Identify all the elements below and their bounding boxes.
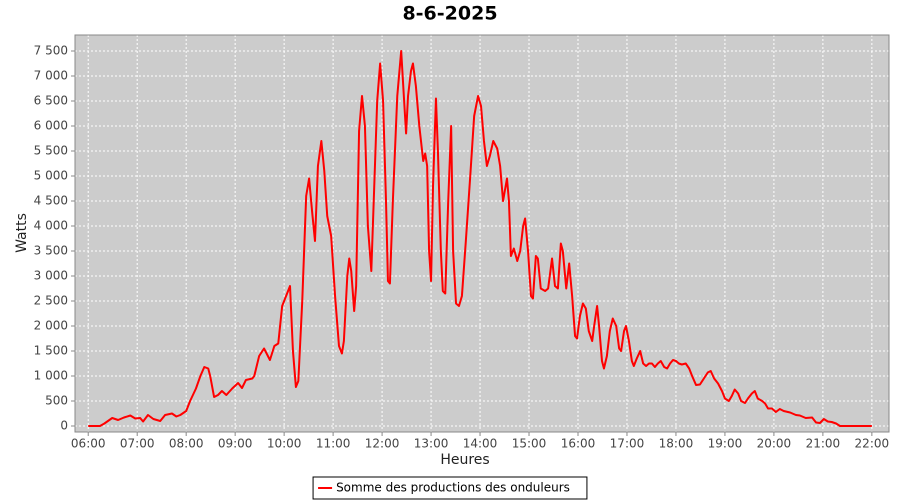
x-tick-label: 13:00	[414, 437, 449, 451]
y-tick-label: 3 000	[34, 269, 68, 283]
legend: Somme des productions des onduleurs	[312, 476, 588, 500]
series-line	[88, 50, 872, 427]
y-tick-label: 4 500	[34, 194, 68, 208]
y-tick-label: 3 500	[34, 244, 68, 258]
legend-label: Somme des productions des onduleurs	[336, 481, 570, 495]
legend-box	[312, 476, 588, 500]
y-tick-label: 0	[60, 419, 68, 433]
plot-border	[74, 34, 890, 433]
y-tick-label: 7 000	[34, 69, 68, 83]
y-tick-label: 2 000	[34, 319, 68, 333]
x-tick-label: 21:00	[806, 437, 841, 451]
x-tick-label: 11:00	[316, 437, 351, 451]
x-tick-label: 10:00	[267, 437, 302, 451]
x-tick-label: 19:00	[708, 437, 743, 451]
x-tick-label: 20:00	[757, 437, 792, 451]
plot-area	[75, 35, 889, 432]
y-tick-label: 2 500	[34, 294, 68, 308]
y-tick-label: 5 000	[34, 169, 68, 183]
y-axis-label: Watts	[14, 213, 30, 253]
y-tick-label: 4 000	[34, 219, 68, 233]
y-tick-label: 500	[45, 394, 68, 408]
x-tick-label: 12:00	[365, 437, 400, 451]
y-tick-label: 1 000	[34, 369, 68, 383]
x-tick-label: 14:00	[463, 437, 498, 451]
y-tick-label: 6 500	[34, 94, 68, 108]
x-tick-label: 09:00	[218, 437, 253, 451]
x-tick-label: 17:00	[610, 437, 645, 451]
x-tick-label: 06:00	[71, 437, 106, 451]
x-tick-label: 07:00	[120, 437, 155, 451]
chart-title: 8-6-2025	[402, 3, 497, 25]
x-tick-label: 22:00	[855, 437, 890, 451]
y-tick-label: 5 500	[34, 144, 68, 158]
y-tick-label: 7 500	[34, 44, 68, 58]
x-tick-label: 16:00	[561, 437, 596, 451]
x-axis-label: Heures	[440, 452, 489, 468]
x-tick-label: 15:00	[512, 437, 547, 451]
x-tick-label: 08:00	[169, 437, 204, 451]
y-tick-label: 6 000	[34, 119, 68, 133]
x-tick-label: 18:00	[659, 437, 694, 451]
y-tick-label: 1 500	[34, 344, 68, 358]
